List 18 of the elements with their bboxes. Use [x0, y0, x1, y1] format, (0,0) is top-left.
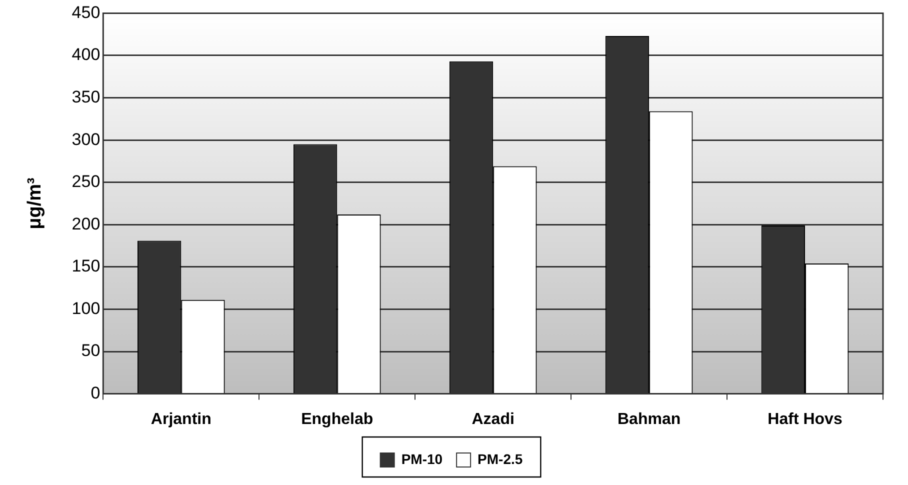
legend-label: PM-10	[401, 450, 443, 467]
y-tick-label: 150	[72, 256, 100, 276]
y-tick-label: 250	[72, 172, 100, 192]
x-tick-label: Arjantin	[150, 410, 212, 428]
legend-label: PM-2.5	[478, 450, 523, 467]
y-tick-label: 50	[81, 341, 100, 360]
y-tick-label: 350	[72, 87, 100, 106]
x-tick-label: Bahman	[617, 410, 681, 428]
x-tick-label: Haft Hovs	[768, 410, 842, 428]
y-tick-label: 100	[72, 298, 100, 318]
x-tick-label: Azadi	[472, 410, 514, 428]
y-tick-label: 300	[72, 130, 100, 149]
x-tick-label: Enghelab	[301, 410, 374, 428]
y-tick-label: 450	[72, 2, 100, 22]
y-tick-label: 200	[72, 214, 100, 234]
y-tick-label: 0	[90, 383, 100, 402]
y-axis-title: μg/m³	[24, 178, 46, 230]
y-tick-label: 400	[72, 45, 100, 64]
